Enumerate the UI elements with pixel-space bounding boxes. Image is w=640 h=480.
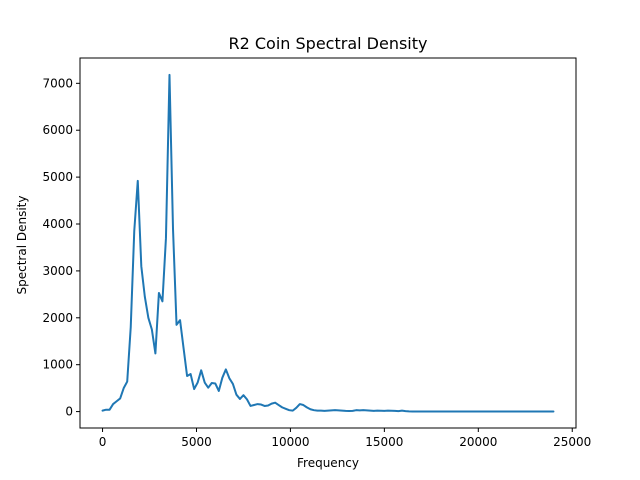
x-tick-label: 0: [99, 435, 107, 449]
y-tick-label: 4000: [42, 217, 73, 231]
y-tick-label: 7000: [42, 76, 73, 90]
chart-title: R2 Coin Spectral Density: [229, 34, 428, 53]
y-tick-label: 6000: [42, 123, 73, 137]
y-tick-label: 1000: [42, 358, 73, 372]
x-tick-label: 5000: [181, 435, 212, 449]
y-axis-ticks: 0 1000 2000 3000 4000 5000 6000 7000: [42, 76, 80, 419]
y-tick-label: 5000: [42, 170, 73, 184]
x-tick-label: 20000: [459, 435, 497, 449]
plot-area: [79, 57, 577, 429]
x-tick-label: 15000: [365, 435, 403, 449]
y-tick-label: 2000: [42, 311, 73, 325]
y-tick-label: 0: [65, 405, 73, 419]
plot-frame: [79, 57, 577, 429]
x-tick-label: 25000: [553, 435, 591, 449]
x-axis-ticks: 0 5000 10000 15000 20000 25000: [99, 428, 591, 449]
y-tick-label: 3000: [42, 264, 73, 278]
y-axis-label: Spectral Density: [15, 196, 29, 295]
x-axis-label: Frequency: [297, 456, 359, 470]
series-line-0: [101, 73, 555, 413]
x-tick-label: 10000: [271, 435, 309, 449]
